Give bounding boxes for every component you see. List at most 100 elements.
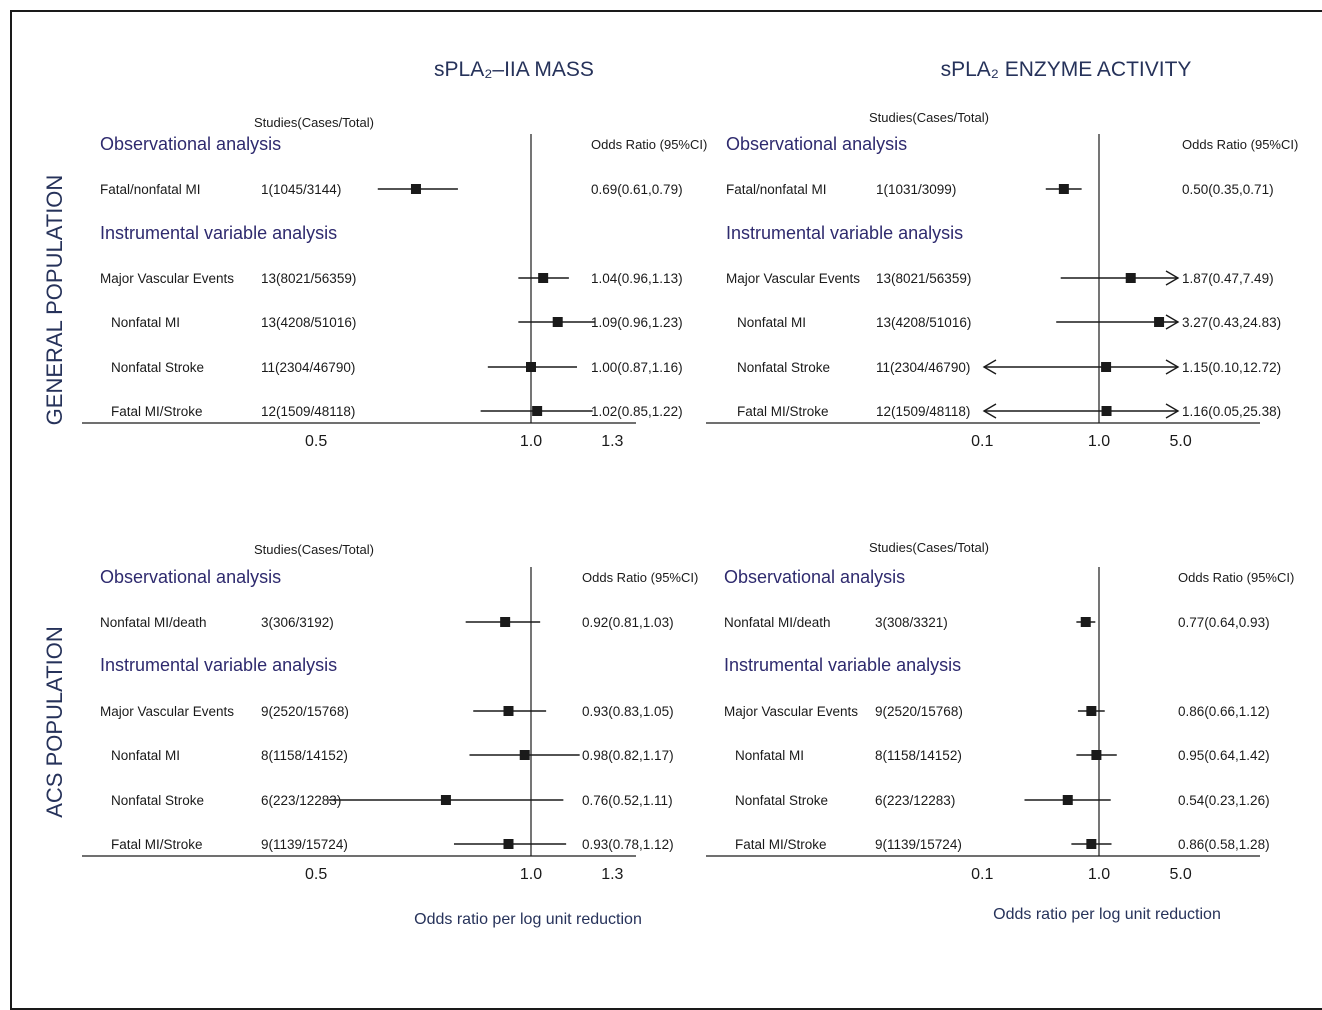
- row-outcome-label: Major Vascular Events: [726, 271, 860, 286]
- forest-panel-acs-activity: Studies(Cases/Total) Odds Ratio (95%CI) 0.…: [706, 540, 1294, 883]
- row-studies: 9(2520/15768): [875, 704, 963, 719]
- row-odds-ratio: 0.93(0.83,1.05): [582, 704, 674, 719]
- row-studies: 3(308/3321): [875, 615, 948, 630]
- point-estimate: [538, 273, 549, 283]
- tick-label: 1.0: [1088, 433, 1110, 450]
- row-outcome-label: Nonfatal Stroke: [111, 360, 204, 375]
- ci-arrow-right: [1165, 314, 1180, 330]
- point-estimate: [1101, 406, 1112, 416]
- row-studies: 8(1158/14152): [261, 748, 348, 763]
- row-outcome-label: Nonfatal MI: [111, 315, 180, 330]
- point-estimate: [1058, 184, 1069, 194]
- tick-label: 5.0: [1169, 866, 1191, 883]
- section-title: Observational analysis: [724, 567, 905, 587]
- point-estimate: [532, 406, 543, 416]
- studies-header: Studies(Cases/Total): [869, 110, 989, 125]
- row-odds-ratio: 1.15(0.10,12.72): [1182, 360, 1281, 375]
- forest-row: Major Vascular Events 9(2520/15768) 0.86(0…: [724, 704, 1270, 719]
- forest-row: Major Vascular Events 13(8021/56359) 1.04(…: [100, 271, 683, 286]
- point-estimate: [1086, 839, 1097, 849]
- tick-label: 1.3: [601, 433, 623, 450]
- point-estimate: [1086, 706, 1097, 716]
- row-studies: 3(306/3192): [261, 615, 334, 630]
- forest-row: Nonfatal MI 13(4208/51016) 1.09(0.96,1.23): [111, 315, 683, 330]
- forest-panel-acs-mass: Studies(Cases/Total) Odds Ratio (95%CI) 0.…: [82, 542, 698, 883]
- point-estimate: [1091, 750, 1102, 760]
- studies-header: Studies(Cases/Total): [869, 540, 989, 555]
- row-label-acs: ACS POPULATION: [42, 626, 67, 818]
- section-title: Observational analysis: [726, 134, 907, 154]
- row-outcome-label: Nonfatal Stroke: [735, 793, 828, 808]
- xlabel-mass: Odds ratio per log unit reduction: [414, 911, 642, 928]
- tick-label: 0.5: [305, 433, 327, 450]
- point-estimate: [440, 795, 451, 805]
- row-odds-ratio: 0.93(0.78,1.12): [582, 837, 674, 852]
- forest-row: Nonfatal MI/death 3(306/3192) 0.92(0.81,1.…: [100, 615, 674, 630]
- row-outcome-label: Major Vascular Events: [100, 271, 234, 286]
- row-odds-ratio: 1.16(0.05,25.38): [1182, 404, 1281, 419]
- row-outcome-label: Fatal MI/Stroke: [111, 837, 203, 852]
- row-odds-ratio: 1.09(0.96,1.23): [591, 315, 683, 330]
- column-title-activity: sPLA₂ ENZYME ACTIVITY: [941, 58, 1192, 81]
- row-outcome-label: Major Vascular Events: [100, 704, 234, 719]
- forest-row: Fatal/nonfatal MI 1(1045/3144) 0.69(0.61,0…: [100, 182, 683, 197]
- row-odds-ratio: 0.54(0.23,1.26): [1178, 793, 1270, 808]
- ci-arrow-left: [982, 359, 997, 375]
- row-studies: 1(1045/3144): [261, 182, 341, 197]
- row-studies: 13(8021/56359): [876, 271, 971, 286]
- tick-label: 0.5: [305, 866, 327, 883]
- row-outcome-label: Fatal MI/Stroke: [111, 404, 203, 419]
- row-studies: 13(4208/51016): [261, 315, 356, 330]
- forest-row: Fatal MI/Stroke 12(1509/48118) 1.16(0.05,2…: [737, 403, 1281, 419]
- row-odds-ratio: 0.98(0.82,1.17): [582, 748, 674, 763]
- row-outcome-label: Nonfatal Stroke: [111, 793, 204, 808]
- row-odds-ratio: 3.27(0.43,24.83): [1182, 315, 1281, 330]
- section-title: Instrumental variable analysis: [100, 655, 337, 675]
- row-studies: 1(1031/3099): [876, 182, 956, 197]
- column-title-mass: sPLA₂–IIA MASS: [434, 58, 594, 81]
- row-studies: 8(1158/14152): [875, 748, 962, 763]
- row-studies: 9(2520/15768): [261, 704, 349, 719]
- point-estimate: [1080, 617, 1091, 627]
- ci-arrow-left: [982, 403, 997, 419]
- point-estimate: [1101, 362, 1112, 372]
- odds-ratio-header: Odds Ratio (95%CI): [1178, 570, 1294, 585]
- row-outcome-label: Fatal MI/Stroke: [735, 837, 827, 852]
- tick-label: 1.3: [601, 866, 623, 883]
- point-estimate: [519, 750, 530, 760]
- tick-label: 1.0: [1088, 866, 1110, 883]
- section-title: Instrumental variable analysis: [726, 223, 963, 243]
- tick-label: 1.0: [520, 866, 542, 883]
- xlabel-activity: Odds ratio per log unit reduction: [993, 906, 1221, 923]
- studies-header: Studies(Cases/Total): [254, 115, 374, 130]
- tick-label: 0.1: [971, 433, 993, 450]
- row-outcome-label: Nonfatal MI: [737, 315, 806, 330]
- forest-row: Fatal MI/Stroke 9(1139/15724) 0.86(0.58,1.…: [735, 837, 1270, 852]
- row-odds-ratio: 0.86(0.58,1.28): [1178, 837, 1270, 852]
- row-outcome-label: Nonfatal MI: [111, 748, 180, 763]
- forest-row: Major Vascular Events 9(2520/15768) 0.93(0…: [100, 704, 674, 719]
- forest-row: Nonfatal Stroke 6(223/12283) 0.54(0.23,1.2…: [735, 793, 1270, 808]
- point-estimate: [552, 317, 563, 327]
- point-estimate: [526, 362, 536, 372]
- row-outcome-label: Nonfatal Stroke: [737, 360, 830, 375]
- row-studies: 11(2304/46790): [261, 360, 355, 375]
- ci-arrow-right: [1165, 359, 1180, 375]
- row-outcome-label: Fatal/nonfatal MI: [100, 182, 201, 197]
- forest-row: Fatal MI/Stroke 12(1509/48118) 1.02(0.85,1…: [111, 404, 683, 419]
- tick-label: 1.0: [520, 433, 542, 450]
- forest-row: Nonfatal Stroke 6(223/12283) 0.76(0.52,1.1…: [111, 793, 673, 808]
- row-odds-ratio: 0.92(0.81,1.03): [582, 615, 674, 630]
- forest-row: Nonfatal MI/death 3(308/3321) 0.77(0.64,0.…: [724, 615, 1270, 630]
- row-outcome-label: Nonfatal MI/death: [100, 615, 207, 630]
- tick-label: 0.1: [971, 866, 993, 883]
- forest-row: Fatal MI/Stroke 9(1139/15724) 0.93(0.78,1.…: [111, 837, 674, 852]
- forest-row: Fatal/nonfatal MI 1(1031/3099) 0.50(0.35,0…: [726, 182, 1274, 197]
- row-studies: 6(223/12283): [261, 793, 341, 808]
- studies-header: Studies(Cases/Total): [254, 542, 374, 557]
- forest-row: Nonfatal Stroke 11(2304/46790) 1.00(0.87,1…: [111, 360, 683, 375]
- row-studies: 12(1509/48118): [261, 404, 355, 419]
- ci-arrow-right: [1165, 270, 1180, 286]
- section-title: Instrumental variable analysis: [100, 223, 337, 243]
